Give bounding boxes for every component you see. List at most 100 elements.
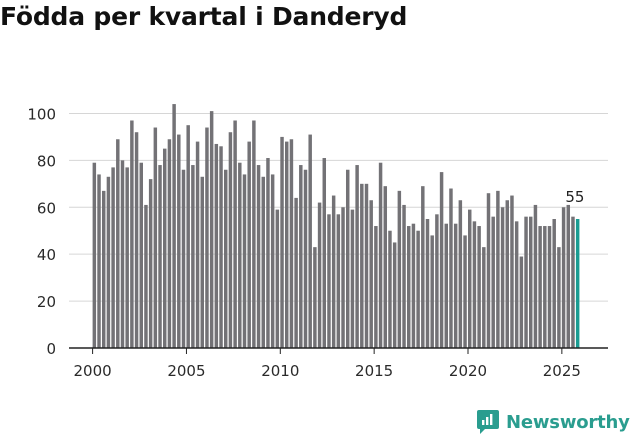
bar <box>266 158 270 348</box>
x-tick-label: 2015 <box>355 362 393 380</box>
brand-logo[interactable]: Newsworthy <box>476 409 630 435</box>
bar <box>406 226 411 348</box>
y-tick-label: 0 <box>46 340 56 358</box>
bar <box>519 256 524 348</box>
x-tick-label: 2000 <box>74 362 112 380</box>
bar <box>205 127 209 348</box>
y-tick-label: 80 <box>37 152 56 170</box>
bar <box>275 209 280 348</box>
bar <box>421 186 425 348</box>
bar <box>134 132 139 348</box>
bar <box>177 134 181 348</box>
bar <box>116 139 120 348</box>
bar <box>148 179 153 348</box>
bar <box>453 223 458 348</box>
bar-chart: 0 20 40 60 80 100 2000 2005 2010 2015 2020 2025 55 <box>27 104 608 380</box>
bar <box>256 165 261 348</box>
last-value-label: 55 <box>565 188 584 206</box>
bar <box>538 226 542 348</box>
bar <box>444 223 449 348</box>
bar <box>505 200 510 348</box>
bar <box>496 190 500 348</box>
bar <box>92 162 97 348</box>
y-axis: 0 20 40 60 80 100 <box>27 105 56 358</box>
bar <box>397 190 402 348</box>
bar <box>209 111 214 348</box>
bar <box>313 247 317 348</box>
bar <box>482 247 486 348</box>
bar <box>97 174 101 348</box>
bar <box>167 139 172 348</box>
x-tick-label: 2025 <box>543 362 581 380</box>
bar <box>322 158 327 348</box>
bar <box>299 165 303 348</box>
bar <box>186 125 190 348</box>
bar <box>360 183 364 348</box>
bar <box>500 207 505 348</box>
bar <box>200 176 204 348</box>
y-tick-label: 60 <box>37 199 56 217</box>
bar <box>552 219 556 348</box>
bars <box>92 104 580 348</box>
bar <box>233 120 237 348</box>
bar <box>449 188 453 348</box>
annotations: 55 <box>565 188 584 206</box>
x-tick-label: 2005 <box>167 362 205 380</box>
bar <box>341 207 345 348</box>
bar <box>214 143 219 348</box>
bar <box>486 193 491 348</box>
bar <box>195 141 200 348</box>
bar <box>463 235 467 348</box>
bar <box>383 186 388 348</box>
bar <box>106 176 111 348</box>
bar <box>533 204 538 348</box>
bar <box>514 221 519 348</box>
bar <box>561 207 566 348</box>
bar <box>284 141 289 348</box>
bar <box>571 216 575 348</box>
bar <box>472 221 477 348</box>
bar <box>439 172 444 348</box>
bar <box>327 214 331 348</box>
bar <box>491 216 495 348</box>
bar <box>270 174 275 348</box>
bar <box>355 165 359 348</box>
newsworthy-logo-icon <box>477 410 499 434</box>
bar <box>162 148 167 348</box>
bar <box>317 202 322 348</box>
bar <box>153 127 158 348</box>
bar <box>378 162 383 348</box>
bar <box>111 167 115 348</box>
bar <box>139 162 143 348</box>
bar <box>468 209 472 348</box>
bar <box>392 242 397 348</box>
bar <box>345 169 350 348</box>
bar <box>435 214 439 348</box>
bar <box>294 197 298 348</box>
bar <box>510 195 514 348</box>
bar <box>364 183 369 348</box>
y-tick-label: 100 <box>27 105 56 123</box>
bar <box>252 120 256 348</box>
x-tick-label: 2020 <box>449 362 487 380</box>
x-tick-label: 2010 <box>261 362 299 380</box>
bar <box>144 204 148 348</box>
chart-title: Födda per kvartal i Danderyd <box>0 2 408 31</box>
bar <box>374 226 378 348</box>
bar <box>228 132 233 348</box>
bar <box>261 176 266 348</box>
bar <box>219 146 223 348</box>
bar <box>125 167 129 348</box>
bar <box>529 216 533 348</box>
bar <box>101 190 106 348</box>
bar <box>247 141 251 348</box>
bar <box>350 209 355 348</box>
x-axis: 2000 2005 2010 2015 2020 2025 <box>69 347 608 380</box>
bar <box>308 134 312 348</box>
bar <box>181 169 186 348</box>
bar <box>402 204 406 348</box>
bar <box>411 223 416 348</box>
bar <box>477 226 481 348</box>
bar <box>336 214 341 348</box>
y-tick-label: 20 <box>37 293 56 311</box>
